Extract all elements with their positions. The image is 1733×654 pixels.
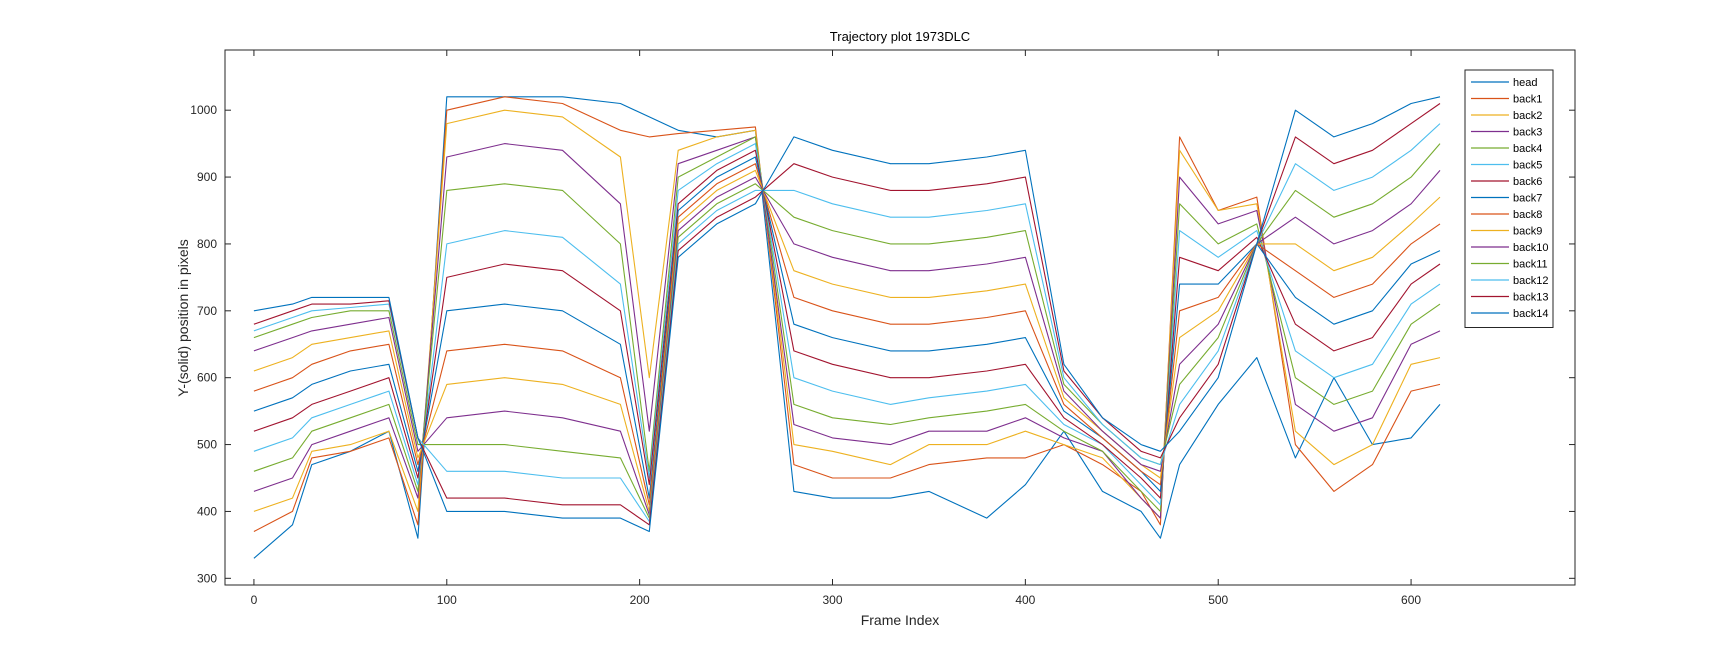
legend-label: head xyxy=(1513,77,1537,89)
x-axis: 0 100 200 300 400 500 600 xyxy=(251,50,1421,607)
legend-label: back2 xyxy=(1513,110,1542,122)
series-line-back10 xyxy=(253,170,1441,516)
legend-label: back4 xyxy=(1513,143,1542,155)
series-line-back13 xyxy=(253,103,1441,526)
y-tick-label: 400 xyxy=(197,504,217,518)
plot-frame xyxy=(224,49,1576,586)
x-tick-label: 300 xyxy=(822,593,842,607)
chart-title: Trajectory plot 1973DLC xyxy=(830,29,970,44)
legend-label: back8 xyxy=(1513,209,1542,221)
legend-label: back3 xyxy=(1513,127,1542,139)
legend-label: back14 xyxy=(1513,308,1548,320)
series-line-head xyxy=(253,96,1441,559)
y-axis: 300 400 500 600 700 800 900 1000 xyxy=(190,103,1575,585)
x-axis-title: Frame Index xyxy=(861,612,940,628)
x-tick-label: 200 xyxy=(630,593,650,607)
y-tick-label: 700 xyxy=(197,304,217,318)
x-tick-label: 0 xyxy=(251,593,258,607)
legend-label: back5 xyxy=(1513,160,1542,172)
x-tick-label: 500 xyxy=(1208,593,1228,607)
legend-label: back7 xyxy=(1513,193,1542,205)
y-tick-label: 900 xyxy=(197,170,217,184)
series-line-back12 xyxy=(253,123,1441,523)
x-tick-label: 400 xyxy=(1015,593,1035,607)
legend-label: back13 xyxy=(1513,292,1548,304)
legend-label: back11 xyxy=(1513,259,1548,271)
y-tick-label: 1000 xyxy=(190,103,217,117)
y-tick-label: 600 xyxy=(197,371,217,385)
plot-area xyxy=(225,50,1575,585)
legend-label: back10 xyxy=(1513,242,1548,254)
legend-box xyxy=(1464,69,1554,328)
series-layer xyxy=(253,96,1441,559)
legend-label: back1 xyxy=(1513,94,1542,106)
x-tick-label: 600 xyxy=(1401,593,1421,607)
y-tick-label: 500 xyxy=(197,438,217,452)
legend: head back1 back2 back3 back4 back5 back6 back7 b… xyxy=(1464,69,1554,328)
legend-label: back12 xyxy=(1513,275,1548,287)
y-axis-title: Y-(solid) position in pixels xyxy=(175,239,191,396)
y-tick-label: 800 xyxy=(197,237,217,251)
legend-label: back6 xyxy=(1513,176,1542,188)
x-tick-label: 100 xyxy=(437,593,457,607)
series-line-back1 xyxy=(253,96,1441,532)
legend-label: back9 xyxy=(1513,226,1542,238)
series-line-back11 xyxy=(253,143,1441,519)
y-tick-label: 300 xyxy=(197,571,217,585)
series-line-back14 xyxy=(253,96,1441,533)
